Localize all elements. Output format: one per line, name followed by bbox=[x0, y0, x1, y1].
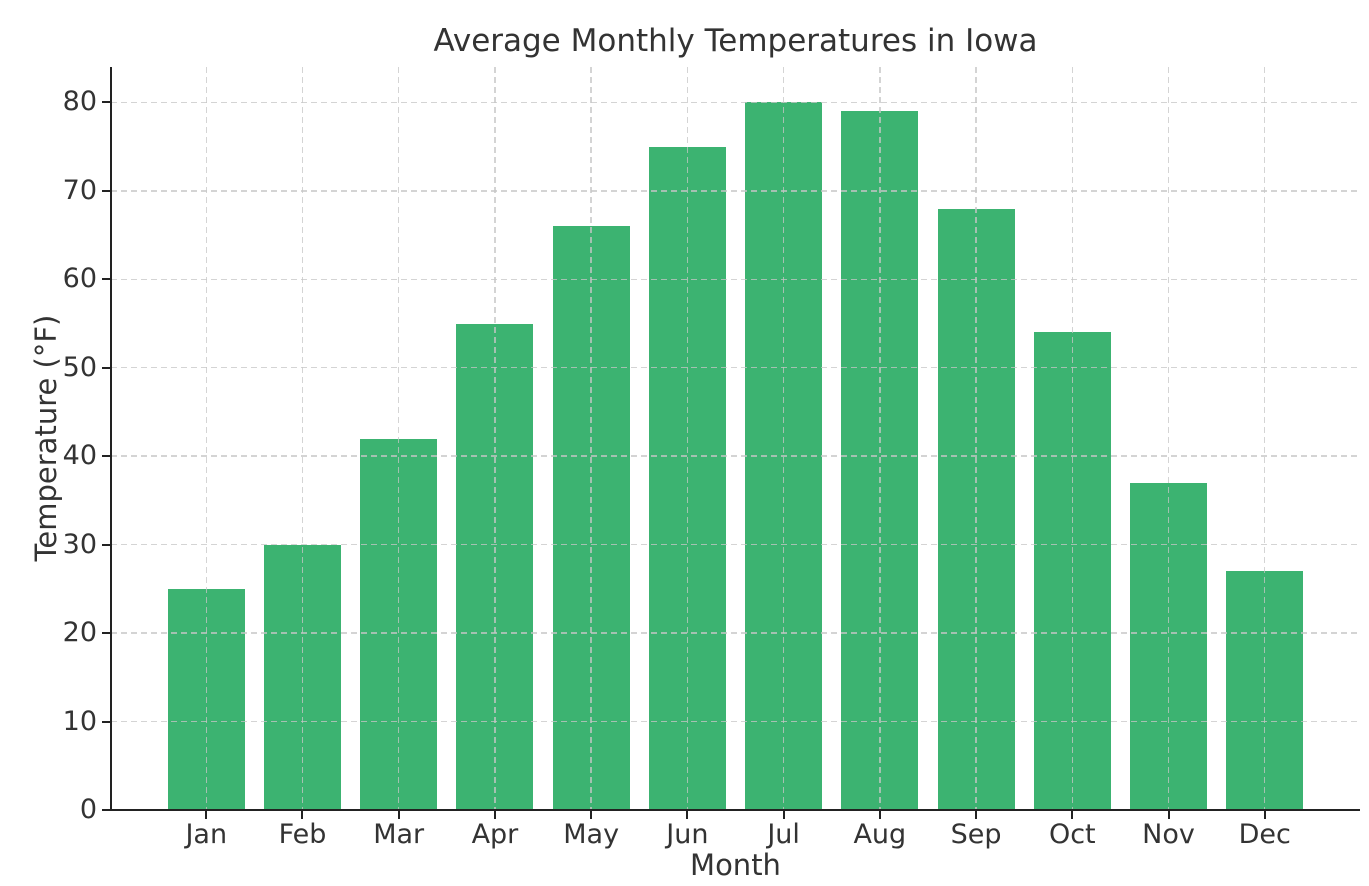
h-gridline-40 bbox=[111, 455, 1360, 457]
y-tick-mark-40 bbox=[102, 455, 110, 458]
v-gridline-apr bbox=[494, 67, 496, 810]
y-tick-label-80: 80 bbox=[62, 86, 97, 118]
x-tick-mark-apr bbox=[493, 811, 496, 819]
v-gridline-sep bbox=[975, 67, 977, 810]
h-gridline-20 bbox=[111, 632, 1360, 634]
y-tick-mark-0 bbox=[102, 809, 110, 811]
v-gridline-jul bbox=[782, 67, 785, 810]
y-tick-mark-60 bbox=[102, 278, 110, 281]
v-gridline-nov bbox=[1167, 67, 1170, 810]
y-axis-spine bbox=[110, 67, 112, 811]
x-tick-label-apr: Apr bbox=[471, 819, 519, 850]
x-tick-mark-may bbox=[590, 811, 593, 819]
v-gridline-jan bbox=[205, 67, 207, 810]
v-gridline-jun bbox=[686, 67, 689, 810]
y-tick-mark-30 bbox=[102, 543, 110, 546]
x-tick-label-may: May bbox=[563, 819, 620, 850]
y-tick-mark-50 bbox=[102, 366, 110, 369]
x-tick-mark-oct bbox=[1071, 811, 1074, 819]
bar-dec bbox=[1226, 571, 1304, 810]
h-gridline-70 bbox=[111, 190, 1360, 192]
bar-feb bbox=[263, 544, 341, 810]
y-tick-label-70: 70 bbox=[62, 174, 97, 206]
plot-area: 0 10 20 30 40 50 60 70 80 Jan Feb Mar Apr May Jun Jul Au… bbox=[63, 67, 1360, 850]
y-tick-label-20: 20 bbox=[62, 617, 97, 649]
x-tick-mark-nov bbox=[1167, 811, 1170, 819]
y-tick-label-60: 60 bbox=[62, 263, 97, 295]
bar-nov bbox=[1130, 482, 1207, 810]
x-tick-label-feb: Feb bbox=[278, 819, 327, 850]
y-tick-label-0: 0 bbox=[79, 794, 97, 825]
v-gridline-feb bbox=[301, 67, 304, 810]
x-tick-label-mar: Mar bbox=[373, 819, 425, 850]
x-tick-mark-jul bbox=[782, 811, 785, 819]
x-tick-label-jun: Jun bbox=[666, 819, 709, 850]
x-tick-label-nov: Nov bbox=[1142, 819, 1195, 850]
v-gridline-dec bbox=[1263, 67, 1266, 810]
bar-aug bbox=[841, 111, 919, 810]
x-tick-mark-aug bbox=[878, 811, 881, 819]
y-tick-mark-70 bbox=[102, 189, 110, 192]
y-axis-label: Temperature (°F) bbox=[29, 314, 63, 562]
bar-oct bbox=[1033, 332, 1111, 810]
v-gridline-may bbox=[590, 67, 592, 810]
x-tick-label-sep: Sep bbox=[950, 819, 1002, 850]
grid-layer bbox=[111, 67, 1360, 810]
v-gridline-aug bbox=[879, 67, 881, 810]
v-gridline-mar bbox=[397, 67, 400, 810]
h-gridline-60 bbox=[111, 278, 1360, 281]
y-tick-mark-10 bbox=[102, 720, 110, 723]
x-tick-mark-mar bbox=[397, 811, 400, 819]
bar-sep bbox=[937, 208, 1015, 810]
chart-title: Average Monthly Temperatures in Iowa bbox=[433, 23, 1038, 59]
x-tick-mark-jan bbox=[205, 811, 208, 819]
bar-jun bbox=[648, 146, 726, 810]
ticks-layer: 0 10 20 30 40 50 60 70 80 Jan Feb Mar Apr May Jun Jul Au… bbox=[63, 67, 1360, 850]
x-tick-label-aug: Aug bbox=[853, 819, 907, 850]
h-gridline-80 bbox=[111, 101, 1360, 104]
x-tick-label-jul: Jul bbox=[767, 819, 800, 850]
x-axis-label: Month bbox=[690, 848, 781, 882]
bar-jan bbox=[167, 588, 245, 810]
bars-layer bbox=[111, 67, 1360, 810]
h-gridline-30 bbox=[111, 543, 1360, 546]
h-gridline-50 bbox=[111, 366, 1360, 369]
h-gridline-10 bbox=[111, 720, 1360, 723]
bar-may bbox=[552, 226, 630, 810]
bar-mar bbox=[360, 438, 438, 810]
x-tick-mark-jun bbox=[686, 811, 689, 819]
x-tick-label-dec: Dec bbox=[1238, 819, 1291, 850]
bar-jul bbox=[745, 102, 823, 810]
x-tick-mark-sep bbox=[975, 811, 978, 819]
y-tick-label-10: 10 bbox=[62, 705, 97, 737]
y-tick-mark-20 bbox=[102, 632, 110, 635]
x-tick-label-jan: Jan bbox=[185, 819, 228, 850]
y-tick-mark-80 bbox=[102, 101, 110, 104]
bar-apr bbox=[456, 323, 534, 810]
x-tick-label-oct: Oct bbox=[1048, 819, 1096, 850]
x-tick-mark-feb bbox=[301, 811, 304, 819]
x-axis-spine bbox=[110, 809, 1360, 811]
x-tick-mark-dec bbox=[1263, 811, 1266, 819]
v-gridline-oct bbox=[1071, 67, 1074, 810]
